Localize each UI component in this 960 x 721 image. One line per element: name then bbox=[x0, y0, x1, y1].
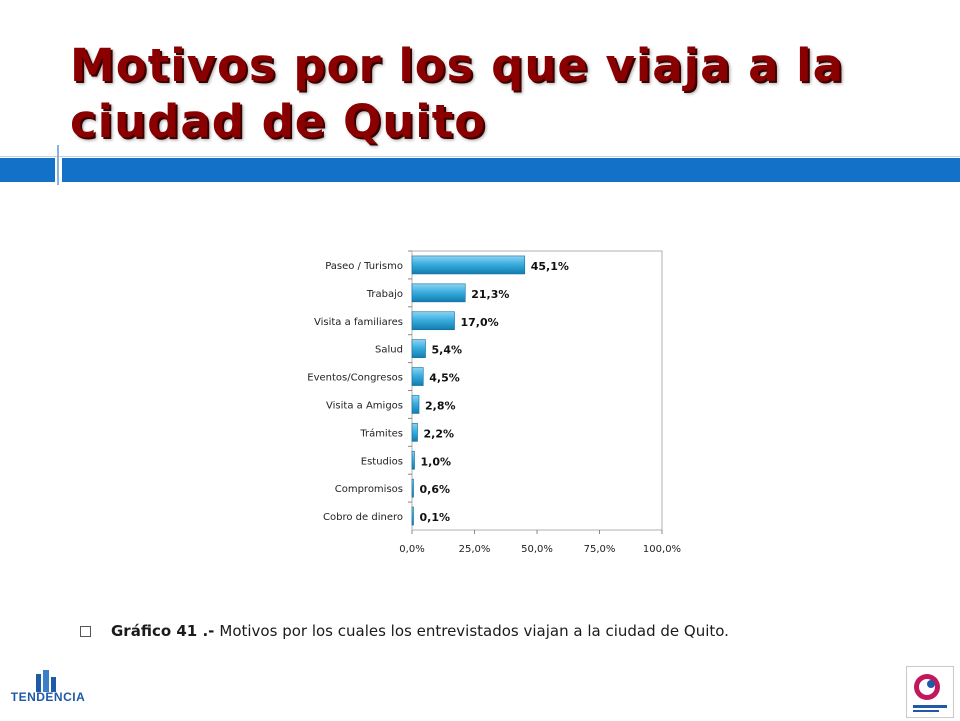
caption: Gráfico 41 .- Motivos por los cuales los… bbox=[80, 622, 900, 640]
data-label: 0,1% bbox=[420, 511, 451, 524]
bar bbox=[411, 339, 426, 358]
bar bbox=[411, 506, 414, 526]
x-tick-label: 100,0% bbox=[643, 544, 681, 555]
category-label: Paseo / Turismo bbox=[325, 261, 403, 272]
category-label: Visita a Amigos bbox=[326, 400, 403, 411]
category-label: Visita a familiares bbox=[314, 317, 403, 328]
data-label: 0,6% bbox=[420, 483, 451, 496]
bar bbox=[411, 423, 418, 442]
category-label: Trámites bbox=[359, 427, 403, 439]
bar bbox=[411, 395, 420, 414]
building-icon bbox=[36, 670, 56, 692]
x-tick-label: 75,0% bbox=[584, 544, 616, 555]
category-label: Cobro de dinero bbox=[323, 512, 403, 523]
data-labels: 45,1% 21,3% 17,0% 5,4% 4,5% 2,8% 2,2% 1,0% 0,6% 0… bbox=[420, 260, 569, 524]
category-label: Estudios bbox=[361, 456, 403, 467]
x-tick-label: 50,0% bbox=[521, 544, 553, 555]
caption-bullet-icon bbox=[80, 625, 91, 637]
bar-chart: Paseo / Turismo Trabajo Visita a familiare… bbox=[307, 250, 681, 555]
category-label: Trabajo bbox=[366, 289, 403, 300]
x-tick-label: 0,0% bbox=[399, 544, 424, 555]
bar bbox=[411, 311, 455, 331]
tendencia-logo: TENDENCIA bbox=[6, 668, 90, 712]
logo-text: TENDENCIA bbox=[10, 690, 86, 704]
bar bbox=[411, 450, 415, 470]
bar bbox=[411, 283, 466, 303]
bar bbox=[411, 367, 424, 386]
data-label: 17,0% bbox=[461, 316, 499, 329]
quito-turismo-logo bbox=[906, 666, 954, 718]
caption-figure-number: Gráfico 41 .- bbox=[111, 622, 215, 640]
quito-logo-icon bbox=[913, 674, 947, 712]
x-tick-label: 25,0% bbox=[459, 544, 491, 555]
header-accent-bar-left bbox=[0, 158, 55, 182]
data-label: 21,3% bbox=[471, 288, 509, 301]
data-label: 5,4% bbox=[432, 344, 463, 357]
bar bbox=[411, 478, 414, 498]
category-label: Eventos/Congresos bbox=[307, 373, 403, 384]
x-axis: 0,0% 25,0% 50,0% 75,0% 100,0% bbox=[399, 250, 681, 555]
bar bbox=[411, 255, 526, 275]
header-divider-line bbox=[0, 156, 960, 157]
data-label: 1,0% bbox=[421, 455, 452, 468]
bars bbox=[411, 255, 526, 526]
data-label: 2,2% bbox=[424, 427, 455, 440]
data-label: 45,1% bbox=[531, 260, 569, 273]
category-labels: Paseo / Turismo Trabajo Visita a familiare… bbox=[307, 261, 403, 523]
category-label: Salud bbox=[375, 345, 403, 356]
data-label: 2,8% bbox=[425, 399, 456, 412]
slide-title: Motivos por los que viaja a la ciudad de… bbox=[70, 39, 844, 148]
caption-text: Motivos por los cuales los entrevistados… bbox=[219, 622, 729, 640]
header-vertical-line bbox=[57, 145, 59, 185]
data-label: 4,5% bbox=[429, 372, 460, 385]
header-accent-bar-right bbox=[62, 158, 960, 182]
category-label: Compromisos bbox=[335, 484, 403, 495]
